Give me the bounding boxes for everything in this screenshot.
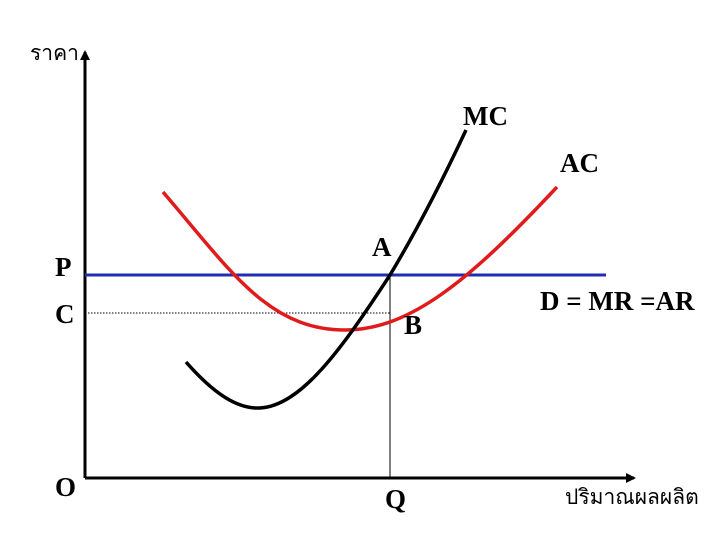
point-a: A: [372, 232, 392, 262]
point-p: P: [55, 252, 72, 282]
point-q: Q: [385, 484, 406, 514]
ac-label: AC: [560, 148, 599, 178]
ac-curve: [161, 185, 559, 332]
x-axis-label: ปริมาณผลผลิต: [565, 485, 699, 509]
y-axis-label: ราคา: [30, 41, 79, 65]
demand-label: D = MR =AR: [540, 286, 695, 316]
point-b: B: [404, 310, 422, 340]
origin-label: O: [55, 472, 76, 502]
point-c: C: [55, 299, 75, 329]
mc-label: MC: [463, 101, 508, 131]
mc-curve: [184, 129, 468, 410]
